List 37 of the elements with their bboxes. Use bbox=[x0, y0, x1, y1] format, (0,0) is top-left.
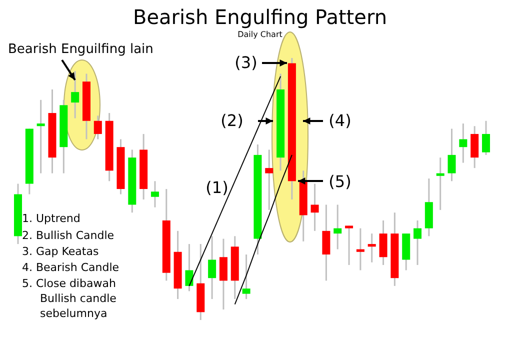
annotation: (2) bbox=[220, 111, 244, 130]
candlestick bbox=[219, 238, 228, 310]
annotation: (5) bbox=[328, 172, 352, 191]
chart-subtitle: Daily Chart bbox=[238, 30, 282, 39]
annotation: 3. Gap Keatas bbox=[22, 245, 99, 258]
annotation: sebelumnya bbox=[40, 307, 108, 320]
candlestick bbox=[242, 254, 250, 300]
candlestick bbox=[150, 180, 159, 208]
candlestick bbox=[436, 156, 444, 211]
candlestick bbox=[345, 224, 354, 266]
candlestick bbox=[448, 128, 456, 182]
annotation: (1) bbox=[206, 178, 228, 197]
candlestick bbox=[459, 122, 468, 164]
candlestick bbox=[71, 70, 80, 120]
candlestick bbox=[482, 120, 490, 156]
candlestick bbox=[356, 228, 364, 271]
candlestick bbox=[379, 220, 388, 266]
chart-title: Bearish Engulfing Pattern bbox=[132, 5, 388, 29]
annotation: 5. Close dibawah bbox=[22, 277, 116, 290]
candlestick bbox=[368, 232, 376, 264]
annotation: 2. Bullish Candle bbox=[22, 229, 114, 242]
candlestick bbox=[94, 114, 102, 140]
candlestick bbox=[414, 220, 422, 266]
annotation: 1. Uptrend bbox=[22, 212, 80, 225]
annotation: 4. Bearish Candle bbox=[22, 261, 120, 274]
annotation: Bullish candle bbox=[40, 292, 117, 305]
annotation: (3) bbox=[234, 53, 258, 72]
candlestick bbox=[185, 243, 194, 292]
candlestick bbox=[36, 99, 45, 174]
candlestick bbox=[470, 125, 479, 169]
candlestick bbox=[208, 235, 216, 300]
candlestick bbox=[322, 204, 330, 282]
annotation: (4) bbox=[328, 111, 352, 130]
candlestick bbox=[265, 148, 274, 211]
candlestick bbox=[310, 183, 319, 232]
text: Bearish Enguilfing lain bbox=[8, 42, 154, 57]
candlestick bbox=[334, 204, 342, 250]
